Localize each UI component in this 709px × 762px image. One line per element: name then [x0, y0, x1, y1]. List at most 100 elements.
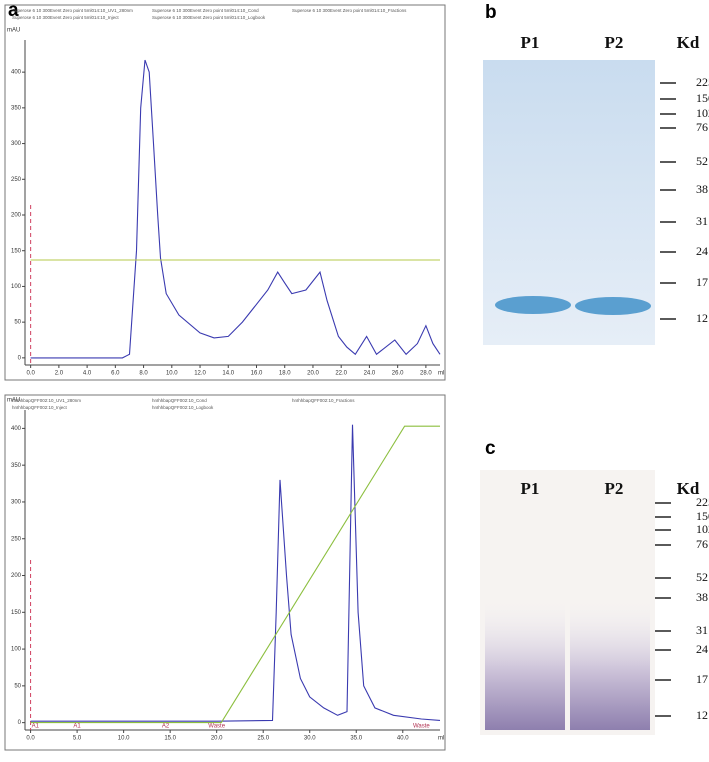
x-tick-label: 24.0	[364, 371, 376, 377]
x-tick-label: 15.0	[164, 736, 176, 742]
x-tick-label: 6.0	[111, 371, 120, 377]
y-tick-label: 200	[11, 213, 22, 219]
x-tick-label: 4.0	[83, 371, 92, 377]
y-tick-label: 100	[11, 284, 22, 290]
legend-entry: hnIhhbapQFF002:10_Inject	[12, 405, 68, 410]
lane-label: P1	[521, 479, 540, 498]
panel-label: c	[485, 438, 496, 459]
y-tick-label: 150	[11, 610, 22, 616]
chart-frame	[4, 4, 446, 381]
line-series	[30, 424, 441, 722]
gel-smear	[485, 600, 565, 730]
fraction-label: Waste	[208, 724, 225, 730]
x-tick-label: 28.0	[420, 371, 432, 377]
legend-entry: hnIhhbapQFF002:10_Logbook	[152, 405, 214, 410]
line-series	[30, 425, 440, 724]
gel-band	[495, 296, 571, 314]
y-axis-label: mAU	[7, 28, 20, 34]
y-tick-label: 400	[11, 426, 22, 432]
lane-label: P2	[605, 33, 624, 52]
y-tick-label: 250	[11, 177, 22, 183]
gel	[483, 60, 655, 345]
marker-label: 24	[696, 642, 708, 656]
y-axis-label: mAU	[7, 398, 20, 404]
y-tick-label: 300	[11, 141, 22, 147]
marker-label: 150	[696, 509, 709, 523]
fraction-label: A1	[32, 724, 40, 730]
marker-label: 31	[696, 214, 708, 228]
legend-entry: Superose 6 10 300Event Zero point 5ml014…	[12, 15, 119, 20]
x-tick-label: 20.0	[307, 371, 319, 377]
y-tick-label: 350	[11, 105, 22, 111]
line-series	[30, 59, 441, 359]
marker-label: 76	[696, 120, 708, 134]
marker-label: 17	[696, 672, 708, 686]
y-tick-label: 300	[11, 500, 22, 506]
x-tick-label: 25.0	[257, 736, 269, 742]
chart-frame	[4, 394, 446, 751]
x-tick-label: 40.0	[397, 736, 409, 742]
fraction-label: A1	[73, 724, 81, 730]
marker-label: 102	[696, 106, 709, 120]
legend-entry: hnIhhbapQFF002:10_UV1_280nm	[12, 398, 81, 403]
unit-label: Kd	[677, 33, 700, 52]
marker-label: 24	[696, 244, 708, 258]
x-tick-label: 18.0	[279, 371, 291, 377]
y-tick-label: 250	[11, 536, 22, 542]
y-tick-label: 400	[11, 70, 22, 76]
x-axis-label: ml	[438, 371, 444, 377]
x-tick-label: 10.0	[166, 371, 178, 377]
marker-label: 38	[696, 182, 708, 196]
marker-label: 12	[696, 708, 708, 722]
x-tick-label: 10.0	[118, 736, 130, 742]
lane-label: P2	[605, 479, 624, 498]
legend-entry: hnIhhbapQFF002:10_Fractions	[292, 398, 355, 403]
gel-smear	[570, 600, 650, 730]
x-tick-label: 5.0	[73, 736, 82, 742]
x-tick-label: 35.0	[350, 736, 362, 742]
marker-label: 52	[696, 154, 708, 168]
x-tick-label: 0.0	[26, 371, 35, 377]
y-tick-label: 200	[11, 573, 22, 579]
panel-label: a	[8, 0, 19, 21]
x-axis-label: ml	[438, 736, 444, 742]
x-tick-label: 0.0	[26, 736, 35, 742]
y-tick-label: 350	[11, 463, 22, 469]
x-tick-label: 12.0	[194, 371, 206, 377]
marker-label: 17	[696, 275, 708, 289]
y-tick-label: 50	[14, 683, 21, 689]
x-tick-label: 2.0	[55, 371, 64, 377]
legend-entry: hnIhhbapQFF002:10_Cond	[152, 398, 207, 403]
x-tick-label: 26.0	[392, 371, 404, 377]
x-tick-label: 14.0	[222, 371, 234, 377]
y-tick-label: 100	[11, 647, 22, 653]
legend-entry: Superose 6 10 300Event Zero point 5ml014…	[152, 8, 259, 13]
legend-entry: Superose 6 10 300Event Zero point 5ml014…	[12, 8, 133, 13]
marker-label: 150	[696, 91, 709, 105]
x-tick-label: 16.0	[251, 371, 263, 377]
lane-label: P1	[521, 33, 540, 52]
x-tick-label: 8.0	[139, 371, 148, 377]
marker-label: 52	[696, 570, 708, 584]
marker-label: 225	[696, 75, 709, 89]
y-tick-label: 50	[14, 320, 21, 326]
y-tick-label: 0	[18, 355, 22, 361]
y-tick-label: 150	[11, 248, 22, 254]
x-tick-label: 30.0	[304, 736, 316, 742]
y-tick-label: 0	[18, 720, 22, 726]
marker-label: 225	[696, 495, 709, 509]
marker-label: 102	[696, 522, 709, 536]
marker-label: 76	[696, 537, 708, 551]
marker-label: 38	[696, 590, 708, 604]
marker-label: 31	[696, 623, 708, 637]
legend-entry: Superose 6 10 300Event Zero point 5ml014…	[292, 8, 407, 13]
x-tick-label: 22.0	[335, 371, 347, 377]
x-tick-label: 20.0	[211, 736, 223, 742]
unit-label: Kd	[677, 479, 700, 498]
gel-band	[575, 297, 651, 315]
marker-label: 12	[696, 311, 708, 325]
panel-label: b	[485, 2, 497, 23]
legend-entry: Superose 6 10 300Event Zero point 5ml014…	[152, 15, 266, 20]
fraction-label: Waste	[413, 724, 430, 730]
